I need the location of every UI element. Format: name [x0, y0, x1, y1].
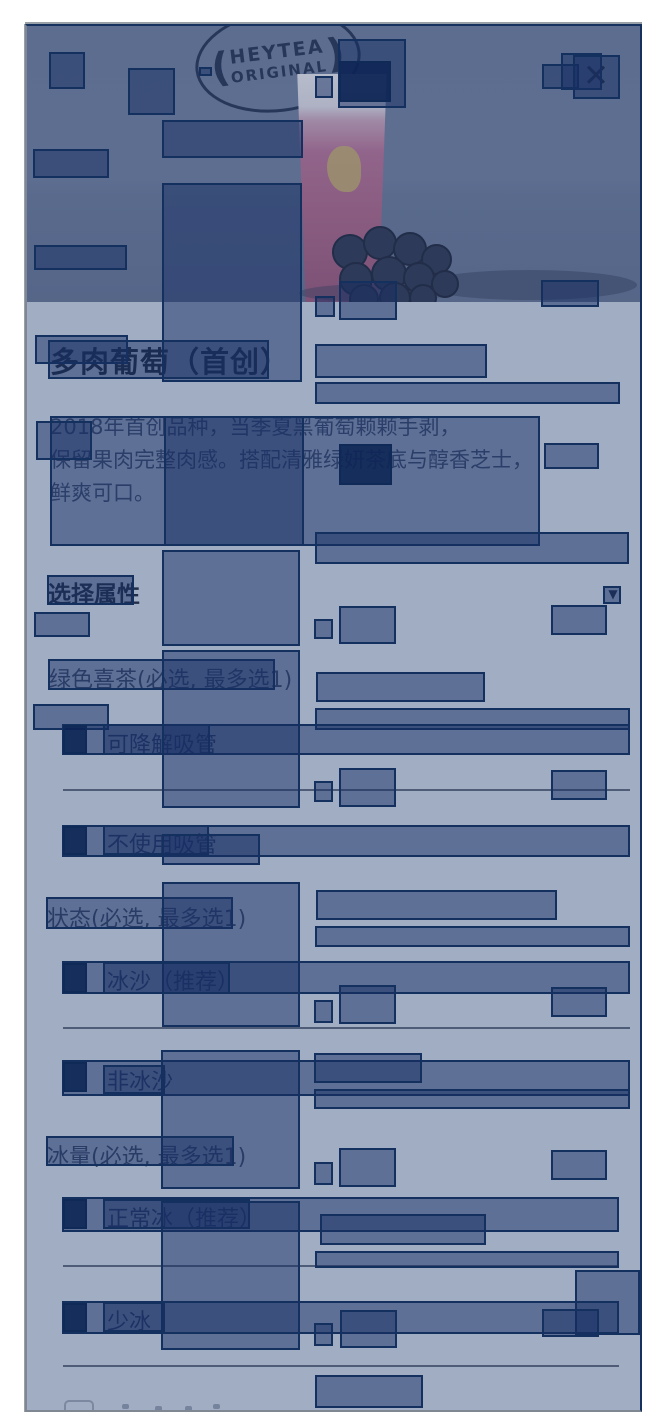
- chevron-down-icon[interactable]: ▼: [608, 587, 618, 601]
- annotation-box: [314, 1162, 333, 1185]
- divider: [63, 789, 630, 791]
- partial-checkbox[interactable]: [64, 1400, 94, 1410]
- annotation-box: [315, 1375, 423, 1408]
- annotation-box: [339, 985, 396, 1024]
- annotation-box: [314, 619, 333, 639]
- option-normal-ice-recommended[interactable]: 正常冰（推荐）: [107, 1207, 262, 1232]
- annotation-box: [162, 550, 300, 646]
- annotation-box: [339, 768, 396, 807]
- annotation-box: [551, 605, 607, 635]
- cup-logo-blob: [327, 146, 361, 192]
- annotation-box: [315, 532, 629, 564]
- clipped-text-fragment: [185, 1406, 192, 1410]
- grape-berry: [349, 284, 379, 302]
- annotation-box: [63, 1303, 87, 1332]
- annotation-box: [33, 704, 109, 730]
- product-title: 多肉葡萄（首创）: [50, 345, 291, 379]
- annotation-box: [551, 987, 607, 1017]
- annotation-box: [575, 1270, 640, 1335]
- annotation-box: [551, 1150, 607, 1180]
- clipped-text-fragment: [213, 1404, 220, 1409]
- annotation-box: [63, 1062, 87, 1092]
- section-label-green-heytea: 绿色喜茶(必选, 最多选1): [49, 668, 293, 693]
- annotation-box: [320, 1214, 486, 1245]
- annotation-box: [542, 1309, 599, 1337]
- annotation-box: [63, 963, 87, 993]
- description-line: 2018年首创品种，当季夏黑葡萄颗颗手剥，: [50, 415, 461, 439]
- annotation-box: [316, 890, 557, 920]
- option-no-straw[interactable]: 不使用吸管: [107, 833, 218, 858]
- grape-berry: [363, 226, 397, 260]
- annotation-box: [551, 770, 607, 800]
- logo-paren-right: ): [323, 30, 348, 78]
- product-photo: ( HEYTEA ORIGINAL ) ✕: [27, 26, 640, 302]
- divider: [63, 1365, 619, 1367]
- clipped-text-fragment: [155, 1406, 162, 1410]
- annotation-box: [34, 612, 90, 637]
- annotation-box: [314, 781, 333, 802]
- annotation-box: [63, 725, 87, 754]
- grape-berry: [431, 270, 459, 298]
- clipped-text-fragment: [122, 1404, 129, 1409]
- annotation-box: [63, 826, 87, 855]
- annotation-box: [340, 1310, 397, 1348]
- close-icon[interactable]: ✕: [583, 58, 609, 94]
- attributes-header: 选择属性: [48, 582, 140, 608]
- product-description: 2018年首创品种，当季夏黑葡萄颗颗手剥， 保留果肉完整肉感。搭配清雅绿妍茶底与…: [50, 411, 533, 510]
- annotation-box: [315, 708, 630, 730]
- annotation-box: [315, 382, 620, 404]
- divider: [63, 1265, 619, 1267]
- annotation-box: [63, 1199, 87, 1229]
- annotation-box: [315, 344, 487, 378]
- annotation-box: [315, 926, 630, 947]
- description-line: 鲜爽可口。: [50, 481, 155, 505]
- annotation-box: [316, 672, 485, 702]
- app-window: ( HEYTEA ORIGINAL ) ✕: [25, 24, 642, 1412]
- section-label-state: 状态(必选, 最多选1): [47, 907, 247, 932]
- divider: [63, 1027, 630, 1029]
- annotation-box: [339, 606, 396, 644]
- annotation-box: [314, 1323, 333, 1346]
- option-biodegradable-straw[interactable]: 可降解吸管: [107, 733, 218, 758]
- annotation-box: [314, 1000, 333, 1023]
- annotation-box: [314, 1089, 630, 1109]
- annotation-box: [544, 443, 599, 469]
- description-line: 保留果肉完整肉感。搭配清雅绿妍茶底与醇香芝士，: [50, 448, 533, 472]
- option-non-smoothie[interactable]: 非冰沙: [107, 1070, 174, 1095]
- annotation-box: [339, 1148, 396, 1187]
- option-smoothie-recommended[interactable]: 冰沙（推荐）: [107, 970, 240, 995]
- option-less-ice[interactable]: 少冰: [107, 1310, 152, 1335]
- section-label-ice-amount: 冰量(必选, 最多选1): [47, 1145, 247, 1170]
- annotation-box: [314, 1053, 422, 1083]
